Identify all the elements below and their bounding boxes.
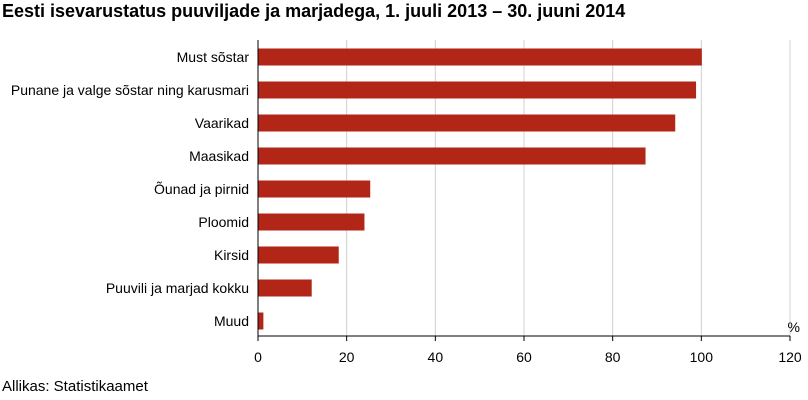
source-note: Allikas: Statistikaamet [2, 378, 148, 395]
x-tick-label: 100 [690, 349, 714, 365]
bar [258, 114, 676, 132]
category-label: Punane ja valge sõstar ning karusmari [11, 82, 249, 98]
category-labels: Must sõstar Punane ja valge sõstar ning k… [11, 49, 249, 329]
x-tick-label: 20 [339, 349, 355, 365]
x-axis-unit-label: % [788, 319, 800, 335]
category-label: Maasikad [189, 148, 249, 164]
category-label: Ploomid [198, 214, 249, 230]
x-tick-label: 120 [778, 349, 802, 365]
x-axis: 0 20 40 60 80 100 120% [254, 40, 802, 365]
bar [258, 213, 365, 231]
chart-title: Eesti isevarustatus puuviljade ja marjad… [2, 1, 626, 21]
x-tick-label: 80 [605, 349, 621, 365]
bar [258, 48, 702, 66]
bar [258, 147, 646, 165]
x-tick-label: 40 [428, 349, 444, 365]
category-label: Õunad ja pirnid [154, 181, 249, 197]
bar [258, 180, 371, 198]
x-tick-label: 60 [516, 349, 532, 365]
category-label: Puuvili ja marjad kokku [106, 280, 249, 296]
bar [258, 246, 339, 264]
category-label: Kirsid [214, 247, 249, 263]
bar [258, 312, 264, 330]
category-label: Muud [214, 313, 249, 329]
category-label: Vaarikad [195, 115, 249, 131]
bar [258, 279, 312, 297]
bars [258, 48, 702, 330]
category-label: Must sõstar [177, 49, 250, 65]
x-tick-label: 0 [254, 349, 262, 365]
bar [258, 81, 697, 99]
